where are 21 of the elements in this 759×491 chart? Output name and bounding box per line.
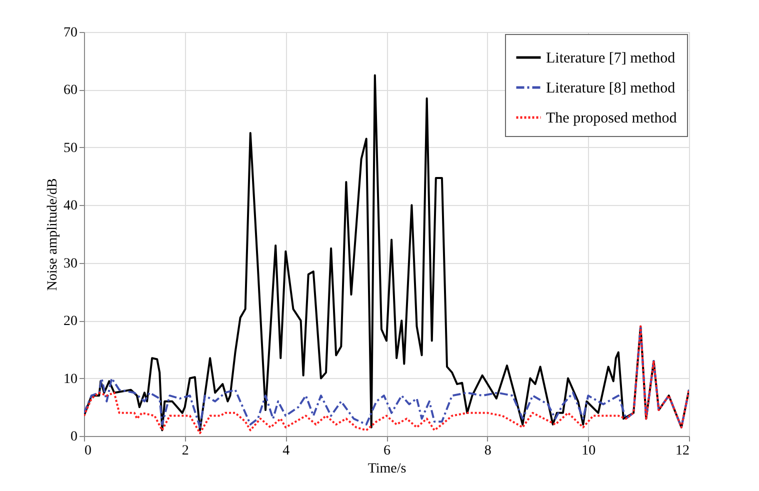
y-tick-label: 50	[64, 140, 78, 156]
x-axis-title: Time/s	[368, 462, 406, 476]
y-tick-label: 40	[64, 198, 78, 214]
x-tick-label: 6	[384, 444, 390, 458]
y-tick-label: 10	[64, 372, 78, 387]
legend-label: Literature [7] method	[546, 50, 676, 66]
x-tick-label: 2	[182, 444, 189, 458]
y-tick-label: 0	[70, 430, 78, 444]
y-tick-label: 70	[64, 26, 78, 40]
y-tick-label: 30	[64, 256, 78, 272]
y-axis-title: Noise amplitude/dB	[46, 178, 60, 291]
legend-label: Literature [8] method	[546, 80, 676, 96]
y-tick-label: 60	[64, 83, 78, 98]
x-tick-label: 12	[676, 444, 690, 458]
x-tick-label: 8	[484, 444, 492, 458]
x-tick-label: 4	[282, 444, 290, 458]
line-series	[84, 74, 689, 432]
x-tick-label: 10	[582, 444, 596, 458]
legend-label: The proposed method	[546, 110, 678, 126]
x-tick-label: 0	[84, 444, 92, 458]
y-tick-label: 20	[64, 314, 78, 330]
